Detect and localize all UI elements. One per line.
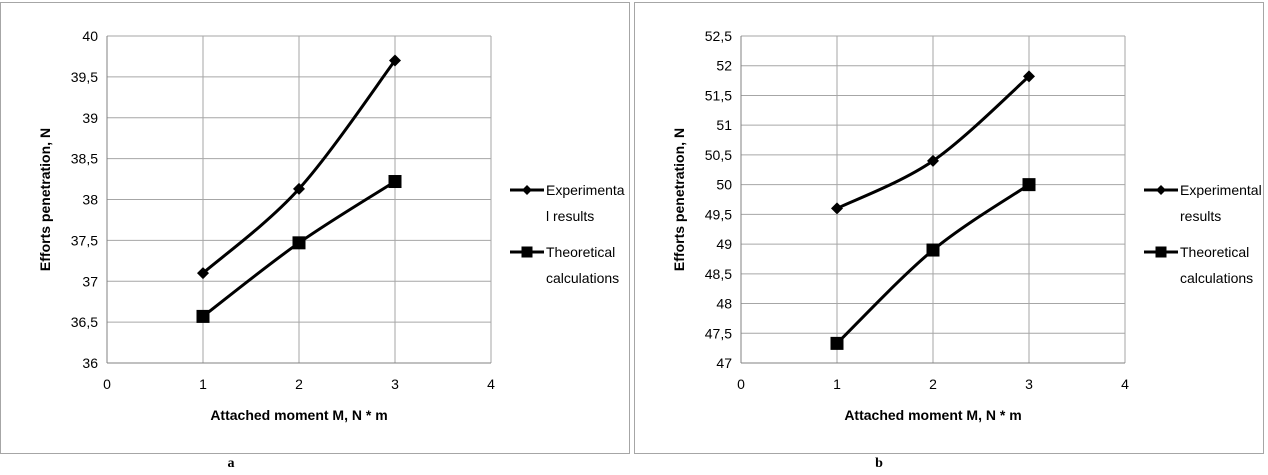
chart-panel-b: 47 47,5 48 48,5 49 49,5 50 50,5 51 51,5 52 52,5 0 1 2 3…	[634, 2, 1264, 454]
y-tick-label: 38,5	[71, 151, 98, 167]
legend-label: l results	[546, 208, 594, 224]
y-tick-label: 48,5	[705, 266, 732, 282]
y-tick-label: 40	[82, 28, 98, 44]
data-point-square	[196, 309, 210, 323]
y-tick-label: 49,5	[705, 206, 732, 222]
legend-label: calculations	[546, 270, 619, 286]
x-tick-label: 0	[103, 376, 111, 392]
data-point-square	[388, 175, 402, 189]
data-point-square	[830, 336, 844, 350]
chart-border	[0, 2, 630, 454]
x-tick-label: 1	[199, 376, 207, 392]
caption-a: a	[227, 456, 235, 471]
legend-label: calculations	[1180, 270, 1253, 286]
data-point-diamond	[927, 154, 939, 167]
chart-b-svg: 47 47,5 48 48,5 49 49,5 50 50,5 51 51,5 52 52,5 0 1 2 3…	[634, 2, 1264, 454]
legend-label: results	[1180, 208, 1221, 224]
data-point-diamond	[831, 202, 843, 215]
y-tick-label: 37	[82, 273, 98, 289]
y-tick-label: 51	[716, 117, 732, 133]
y-tick-label: 38	[82, 192, 98, 208]
chart-border	[634, 2, 1264, 454]
x-tick-label: 0	[737, 376, 745, 392]
legend-marker-diamond	[522, 185, 532, 195]
chart-panel-a: 36 36,5 37 37,5 38 38,5 39 39,5 40 0 1 2 3 4 Attached …	[0, 2, 630, 454]
data-point-square	[926, 243, 940, 257]
y-tick-label: 47,5	[705, 325, 732, 341]
y-tick-label: 52,5	[705, 28, 732, 44]
y-tick-label: 47	[716, 355, 732, 371]
x-axis-title: Attached moment M, N * m	[844, 407, 1021, 423]
y-tick-label: 36,5	[71, 314, 98, 330]
x-tick-label: 3	[1025, 376, 1033, 392]
data-point-diamond	[293, 182, 305, 195]
legend-marker-square	[1155, 246, 1167, 258]
data-point-diamond	[389, 54, 401, 67]
y-axis-title: Efforts penetration, N	[37, 128, 53, 271]
x-tick-label: 2	[929, 376, 937, 392]
legend-label: Theoretical	[1180, 244, 1249, 260]
x-tick-label: 4	[1121, 376, 1129, 392]
x-axis-title: Attached moment M, N * m	[210, 407, 387, 423]
x-tick-label: 4	[487, 376, 495, 392]
legend-label: Experimental	[1180, 182, 1262, 198]
y-tick-label: 49	[716, 236, 732, 252]
y-axis-title: Efforts penetration, N	[671, 128, 687, 271]
y-tick-label: 50,5	[705, 147, 732, 163]
legend-marker-square	[521, 246, 533, 258]
data-point-square	[292, 236, 306, 250]
y-tick-label: 48	[716, 296, 732, 312]
data-point-diamond	[1023, 70, 1035, 83]
legend-label: Theoretical	[546, 244, 615, 260]
y-tick-label: 39,5	[71, 69, 98, 85]
y-tick-label: 37,5	[71, 232, 98, 248]
caption-b: b	[875, 456, 883, 471]
y-tick-label: 39	[82, 110, 98, 126]
y-tick-label: 36	[82, 355, 98, 371]
data-point-square	[1022, 178, 1036, 192]
legend-label: Experimenta	[546, 182, 625, 198]
chart-a-svg: 36 36,5 37 37,5 38 38,5 39 39,5 40 0 1 2 3 4 Attached …	[0, 2, 630, 454]
x-tick-label: 3	[391, 376, 399, 392]
legend-marker-diamond	[1156, 185, 1166, 195]
y-tick-label: 52	[716, 58, 732, 74]
x-tick-label: 2	[295, 376, 303, 392]
data-point-diamond	[197, 267, 209, 280]
y-tick-label: 50	[716, 177, 732, 193]
x-tick-label: 1	[833, 376, 841, 392]
y-tick-label: 51,5	[705, 87, 732, 103]
